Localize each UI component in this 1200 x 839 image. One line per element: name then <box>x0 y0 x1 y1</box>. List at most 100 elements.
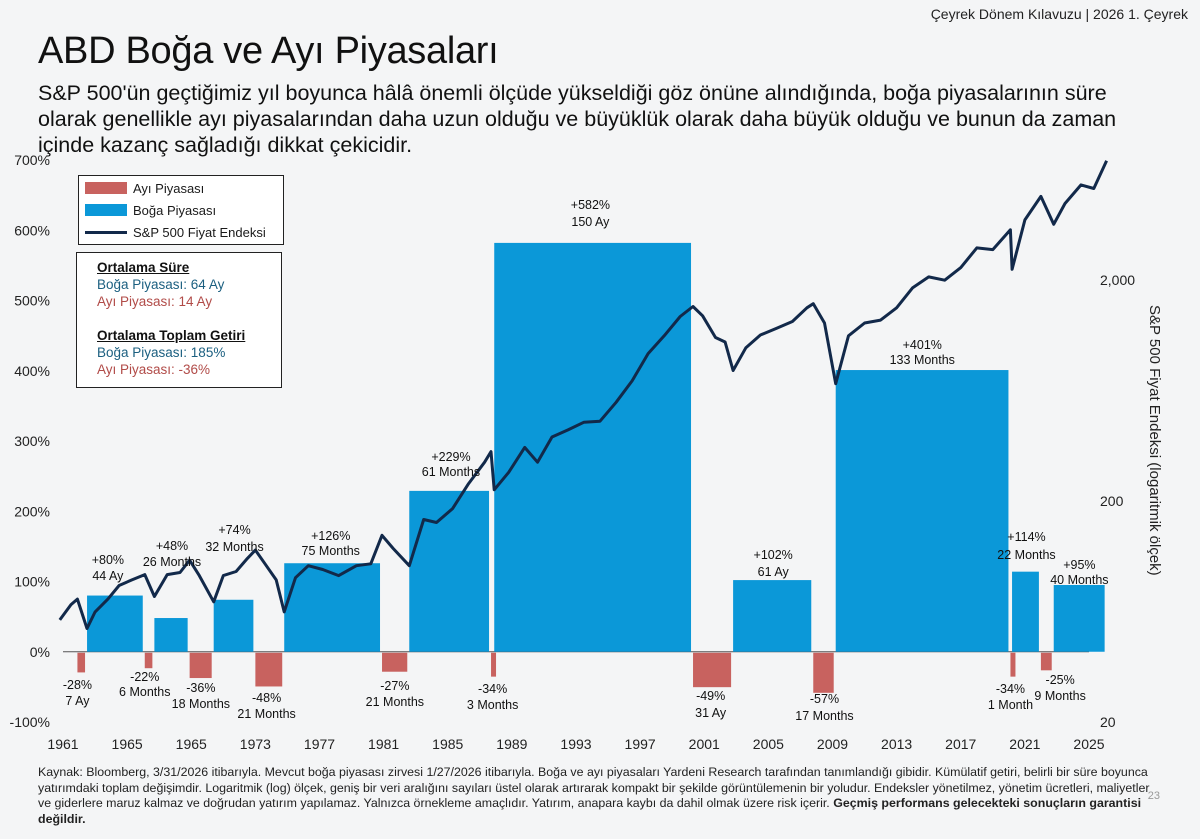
footnote: Kaynak: Bloomberg, 3/31/2026 itibarıyla.… <box>38 765 1158 827</box>
x-axis-tick: 1965 <box>112 736 143 752</box>
left-axis-tick: 500% <box>14 293 50 309</box>
x-axis-tick: 1997 <box>625 736 656 752</box>
bear-return-label: -28% <box>63 678 92 692</box>
return-heading: Ortalama Toplam Getiri <box>97 328 246 343</box>
bear-bar <box>813 652 834 693</box>
bull-return-label: +95% <box>1063 558 1095 572</box>
bull-bar <box>494 242 692 652</box>
left-axis-tick: 0% <box>30 644 50 660</box>
bear-swatch <box>85 182 127 194</box>
bull-duration-label: 40 Months <box>1050 573 1108 587</box>
x-axis-tick: 1985 <box>432 736 463 752</box>
bear-return-label: -36% <box>186 681 215 695</box>
page-number: 23 <box>1147 790 1160 802</box>
footnote-text: Kaynak: Bloomberg, 3/31/2026 itibarıyla.… <box>38 765 1150 810</box>
bear-bar <box>144 652 153 669</box>
legend-bear-label: Ayı Piyasası <box>133 180 205 196</box>
bull-duration-label: 61 Months <box>422 465 480 479</box>
bull-duration-label: 75 Months <box>302 544 360 558</box>
bear-duration-label: 3 Months <box>467 698 518 712</box>
legend-item-bear: Ayı Piyasası <box>85 178 204 198</box>
bull-return-label: +102% <box>754 548 793 562</box>
bear-bar <box>491 652 497 677</box>
bear-return-label: -25% <box>1046 673 1075 687</box>
bear-return-label: -57% <box>810 692 839 706</box>
bull-return-label: +229% <box>431 450 470 464</box>
bear-bar <box>77 652 86 673</box>
bull-duration-label: 61 Ay <box>758 565 790 579</box>
bull-bar <box>733 580 812 652</box>
bear-duration-label: 6 Months <box>119 685 170 699</box>
x-axis-tick: 2013 <box>881 736 912 752</box>
legend-line-label: S&P 500 Fiyat Endeksi <box>133 224 266 240</box>
x-axis-tick: 2009 <box>817 736 848 752</box>
duration-bull: Boğa Piyasası: 64 Ay <box>97 277 225 292</box>
bear-return-label: -22% <box>130 670 159 684</box>
right-axis-tick: 20 <box>1100 714 1116 730</box>
left-axis-tick: 100% <box>14 574 50 590</box>
bull-bear-chart: 700% 600% 500% 400% 300% 200% 100% 0% -100% 2,000… <box>10 152 1163 752</box>
x-axis-tick: 2017 <box>945 736 976 752</box>
bull-bar <box>284 563 381 652</box>
x-axis-tick: 1993 <box>560 736 591 752</box>
bear-return-label: -34% <box>996 682 1025 696</box>
x-axis-tick: 2025 <box>1073 736 1104 752</box>
sp500-line <box>58 160 1108 630</box>
bull-duration-label: 44 Ay <box>92 569 124 583</box>
left-axis-tick: 200% <box>14 503 50 519</box>
footnote-disclaimer: Geçmiş performans gelecekteki sonuçların… <box>38 796 1142 826</box>
bull-return-label: +126% <box>311 529 350 543</box>
bear-duration-label: 21 Months <box>237 707 295 721</box>
right-axis-tick: 200 <box>1100 493 1124 509</box>
chart-legend: Ayı Piyasası Boğa Piyasası S&P 500 Fiyat… <box>78 175 284 245</box>
bear-duration-label: 18 Months <box>172 697 230 711</box>
bull-duration-label: 150 Ay <box>571 215 610 229</box>
bull-bar <box>835 370 1009 652</box>
line-swatch <box>85 230 127 234</box>
bull-duration-label: 22 Months <box>997 548 1055 562</box>
stats-box: Ortalama Süre Boğa Piyasası: 64 Ay Ayı P… <box>76 252 282 388</box>
duration-heading: Ortalama Süre <box>97 260 190 275</box>
bear-return-label: -49% <box>696 689 725 703</box>
bull-swatch <box>85 204 127 216</box>
bear-return-label: -34% <box>478 682 507 696</box>
bear-duration-label: 7 Ay <box>65 694 90 708</box>
bull-return-label: +74% <box>218 523 250 537</box>
bear-bar <box>189 652 212 679</box>
guide-header: Çeyrek Dönem Kılavuzu | 2026 1. Çeyrek <box>930 6 1188 22</box>
bear-duration-label: 9 Months <box>1034 689 1085 703</box>
left-axis-tick: 300% <box>14 433 50 449</box>
bull-bar <box>1012 571 1039 652</box>
bull-duration-label: 32 Months <box>205 540 263 554</box>
bear-return-label: -48% <box>252 691 281 705</box>
legend-bull-label: Boğa Piyasası <box>133 202 217 218</box>
bear-duration-label: 31 Ay <box>695 706 727 720</box>
bull-bar <box>409 490 490 652</box>
left-axis-tick: 700% <box>14 152 50 168</box>
bull-bar <box>87 595 143 652</box>
return-bear: Ayı Piyasası: -36% <box>97 362 211 377</box>
legend-item-bull: Boğa Piyasası <box>85 200 216 220</box>
x-axis-tick: 1965 <box>176 736 207 752</box>
bear-return-label: -27% <box>380 679 409 693</box>
page-subtitle: S&P 500'ün geçtiğimiz yıl boyunca hâlâ ö… <box>38 81 1117 157</box>
legend-item-line: S&P 500 Fiyat Endeksi <box>85 222 266 242</box>
x-axis-tick: 2021 <box>1009 736 1040 752</box>
bull-return-label: +48% <box>156 539 188 553</box>
x-axis-tick: 1981 <box>368 736 399 752</box>
x-axis-tick: 1973 <box>240 736 271 752</box>
bear-duration-label: 17 Months <box>795 709 853 723</box>
bull-return-label: +80% <box>92 553 124 567</box>
bull-duration-label: 26 Months <box>143 555 201 569</box>
bear-bar <box>1040 652 1052 671</box>
bear-duration-label: 1 Month <box>988 698 1033 712</box>
bear-duration-label: 21 Months <box>366 695 424 709</box>
left-axis-tick: -100% <box>10 714 50 730</box>
bear-bar <box>255 652 283 687</box>
bull-bar <box>1053 585 1105 652</box>
left-axis-tick: 400% <box>14 363 50 379</box>
right-axis-tick: 2,000 <box>1100 272 1135 288</box>
x-axis-tick: 2005 <box>753 736 784 752</box>
bull-return-label: +114% <box>1007 530 1045 544</box>
bull-bar <box>154 618 188 652</box>
